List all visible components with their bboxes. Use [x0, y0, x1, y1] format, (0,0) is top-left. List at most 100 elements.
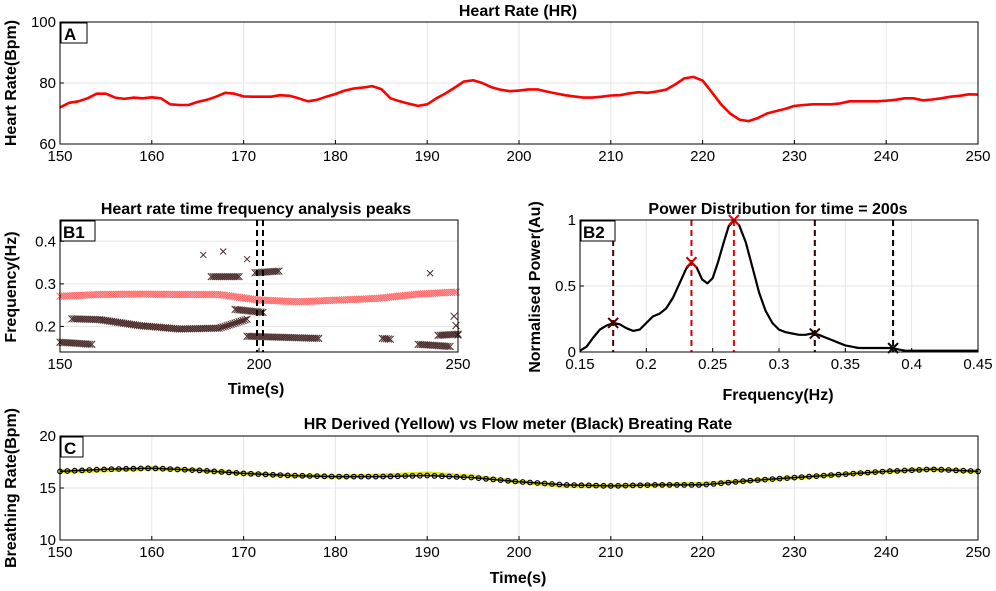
flow-meter-point: [578, 482, 585, 489]
flow-meter-point: [784, 475, 790, 482]
peak-marker: [235, 272, 243, 281]
flow-meter-point: [255, 471, 262, 478]
flow-meter-point: [674, 482, 680, 488]
flow-meter-point: [549, 481, 555, 487]
panel-b2-ticks: 0.15 0.2 0.25 0.3 0.35 0.4 0.45 0 0.5 1: [555, 212, 992, 373]
c-ytick-label: 20: [39, 428, 56, 445]
peak-marker: [446, 342, 454, 351]
peak-marker: [243, 315, 251, 323]
flow-meter-point: [512, 478, 519, 485]
c-xtick-label: 190: [415, 544, 440, 561]
flow-meter-point: [776, 475, 783, 482]
peak-marker: [237, 317, 245, 325]
c-xtick-label: 150: [47, 544, 72, 561]
flow-meter-point: [409, 473, 416, 479]
flow-meter-point: [541, 480, 548, 487]
flow-meter-point: [115, 466, 122, 472]
panel-c-ylabel: Breathing Rate(Bpm): [3, 408, 20, 568]
c-xtick-label: 180: [323, 544, 348, 561]
flow-meter-point: [747, 477, 754, 484]
peak-marker: [199, 251, 207, 259]
peak-marker: [88, 340, 96, 349]
flow-meter-point: [145, 465, 152, 472]
panel-b2-title: Power Distribution for time = 200s: [648, 201, 907, 218]
flow-meter-point: [277, 472, 284, 479]
b2-xtick-label: 0.2: [636, 356, 657, 373]
flow-meter-point: [203, 468, 210, 474]
flow-meter-point: [740, 478, 746, 485]
flow-meter-point: [585, 482, 592, 489]
flow-meter-point: [270, 471, 276, 478]
flow-meter-point: [328, 473, 335, 480]
a-xtick-label: 160: [139, 148, 164, 165]
c-xtick-label: 210: [598, 544, 623, 561]
flow-meter-point: [350, 473, 357, 480]
flow-meter-point: [262, 471, 269, 478]
flow-meter-point: [769, 476, 776, 483]
flow-meter-point: [284, 472, 291, 479]
flow-meter-point: [754, 477, 761, 484]
a-xtick-label: 170: [231, 148, 256, 165]
flow-meter-point: [79, 467, 85, 474]
panel-b1-label: B1: [63, 223, 85, 242]
flow-meter-point: [879, 468, 886, 475]
b2-xtick-label: 0.35: [831, 356, 860, 373]
flow-meter-point: [872, 469, 879, 476]
a-ytick-label: 60: [39, 136, 56, 153]
panel-c-grid: [60, 436, 978, 540]
flow-meter-point: [953, 467, 959, 474]
flow-meter-point: [791, 474, 798, 481]
flow-meter-point: [461, 474, 467, 481]
flow-meter-point: [152, 465, 159, 472]
peak-marker: [386, 335, 395, 343]
flow-meter-point: [93, 466, 100, 473]
peak-marker: [809, 327, 821, 340]
peak-marker: [215, 324, 223, 332]
flow-meter-point: [497, 477, 504, 484]
peak-marker: [314, 334, 323, 343]
peak-marker: [221, 322, 229, 330]
flow-meter-point: [527, 479, 533, 486]
peak-marker: [233, 318, 241, 327]
flow-meter-point: [629, 482, 636, 489]
flow-meter-point: [446, 473, 453, 480]
flow-meter-point: [652, 482, 658, 488]
flow-meter-point: [439, 473, 445, 480]
flow-meter-point: [644, 482, 651, 489]
flow-meter-point: [945, 467, 952, 473]
flow-meter-point: [923, 466, 930, 473]
b1-ytick-label: 0.3: [35, 276, 56, 293]
b2-xtick-label: 0.3: [769, 356, 790, 373]
panel-b2-plot: [579, 214, 978, 354]
flow-meter-point: [130, 465, 137, 472]
panel-b1-plot: [56, 220, 462, 352]
panel-a-label: A: [64, 25, 76, 44]
panel-b1-ticks: 150 200 250 0.2 0.3 0.4: [35, 233, 470, 373]
c-ytick-label: 10: [39, 532, 56, 549]
panel-a-ticks: 150 160 170 180 190 200 210 220 230 240 250 60 80 100: [31, 14, 991, 165]
flow-meter-point: [380, 473, 387, 480]
c-xtick-label: 200: [506, 544, 531, 561]
peak-marker: [273, 267, 281, 275]
panel-b2-grid: [580, 220, 978, 352]
peak-marker: [219, 248, 227, 255]
c-xtick-label: 240: [874, 544, 899, 561]
flow-meter-point: [468, 474, 475, 481]
panel-c-ticks: 150 160 170 180 190 200 210 220 230 240 250 10 15 20: [39, 428, 990, 561]
panel-b2-label: B2: [583, 223, 605, 242]
c-xtick-label: 250: [965, 544, 990, 561]
flow-meter-point: [306, 473, 313, 479]
flow-meter-point: [247, 470, 254, 477]
flow-meter-point: [798, 474, 805, 481]
panel-b1-title: Heart rate time frequency analysis peaks: [101, 201, 411, 218]
panel-b1-xlabel: Time(s): [228, 381, 285, 398]
peak-marker: [887, 342, 899, 354]
flow-meter-point: [864, 469, 871, 476]
peak-marker: [312, 334, 321, 343]
flow-meter-point: [174, 466, 181, 473]
flow-meter-point: [593, 482, 599, 489]
flow-meter-point: [725, 479, 732, 486]
b1-xtick-label: 250: [445, 356, 470, 373]
panel-a-grid: [60, 22, 978, 144]
